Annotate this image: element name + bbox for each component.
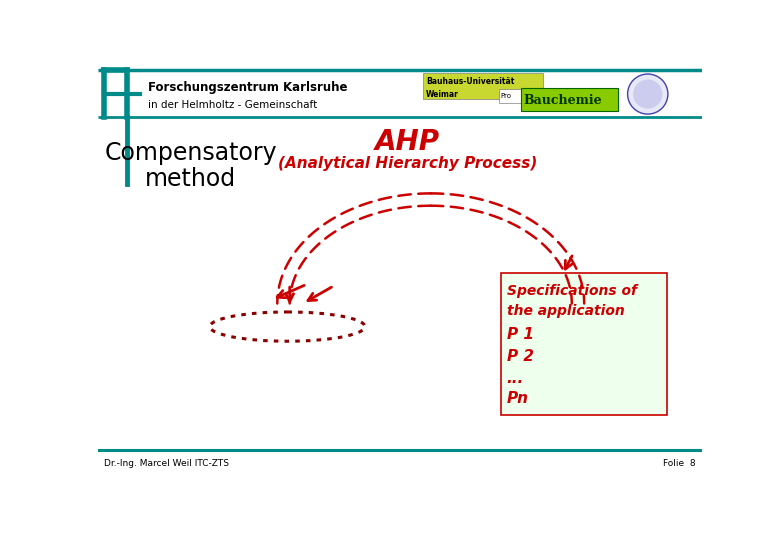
Text: Specifications of: Specifications of — [507, 284, 636, 298]
Text: in der Helmholtz - Gemeinschaft: in der Helmholtz - Gemeinschaft — [148, 100, 317, 110]
Text: Bauchemie: Bauchemie — [523, 94, 602, 107]
Text: the application: the application — [507, 303, 625, 318]
Text: Weimar: Weimar — [426, 90, 459, 99]
Text: AHP: AHP — [375, 128, 440, 156]
Text: ...: ... — [507, 372, 524, 386]
Text: Pn: Pn — [507, 392, 529, 406]
Text: Compensatory: Compensatory — [105, 141, 277, 165]
Text: Forschungszentrum Karlsruhe: Forschungszentrum Karlsruhe — [148, 82, 347, 94]
FancyBboxPatch shape — [501, 273, 667, 415]
FancyBboxPatch shape — [423, 72, 543, 99]
Text: P 2: P 2 — [507, 349, 534, 364]
Text: (Analytical Hierarchy Process): (Analytical Hierarchy Process) — [278, 156, 537, 171]
FancyBboxPatch shape — [499, 90, 521, 103]
Text: Folie  8: Folie 8 — [663, 459, 696, 468]
FancyBboxPatch shape — [521, 88, 618, 111]
Text: method: method — [145, 167, 236, 191]
Circle shape — [628, 74, 668, 114]
Text: P 1: P 1 — [507, 327, 534, 342]
Circle shape — [634, 80, 661, 108]
Text: Dr.-Ing. Marcel Weil ITC-ZTS: Dr.-Ing. Marcel Weil ITC-ZTS — [104, 459, 229, 468]
Text: Pro: Pro — [501, 93, 512, 99]
Text: Bauhaus-Universität: Bauhaus-Universität — [426, 77, 515, 86]
